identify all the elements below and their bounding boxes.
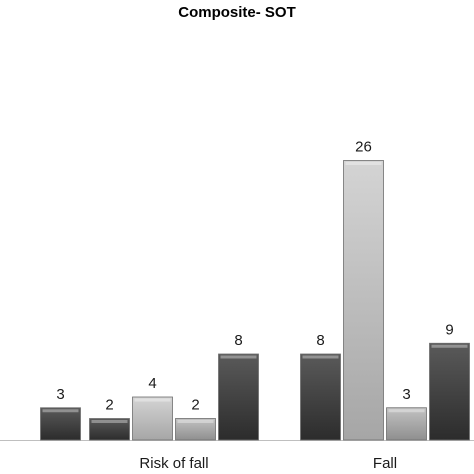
- chart-title: Composite- SOT: [178, 4, 296, 21]
- data-label: 2: [191, 397, 199, 414]
- x-tick-label: Risk of fall: [139, 455, 208, 472]
- bar: [218, 353, 259, 441]
- data-label: 3: [56, 386, 64, 403]
- bar: [429, 342, 470, 441]
- bar: [89, 418, 130, 441]
- data-label: 9: [445, 321, 453, 338]
- bar: [300, 353, 341, 441]
- bar: [132, 396, 173, 441]
- bar: [40, 407, 81, 441]
- x-tick-label: Fall: [373, 455, 397, 472]
- bar: [386, 407, 427, 441]
- data-label: 8: [316, 332, 324, 349]
- bar: [175, 418, 216, 441]
- data-label: 4: [148, 375, 156, 392]
- data-label: 3: [402, 386, 410, 403]
- bar: [343, 160, 384, 441]
- data-label: 8: [234, 332, 242, 349]
- data-label: 2: [105, 397, 113, 414]
- data-label: 26: [355, 139, 372, 156]
